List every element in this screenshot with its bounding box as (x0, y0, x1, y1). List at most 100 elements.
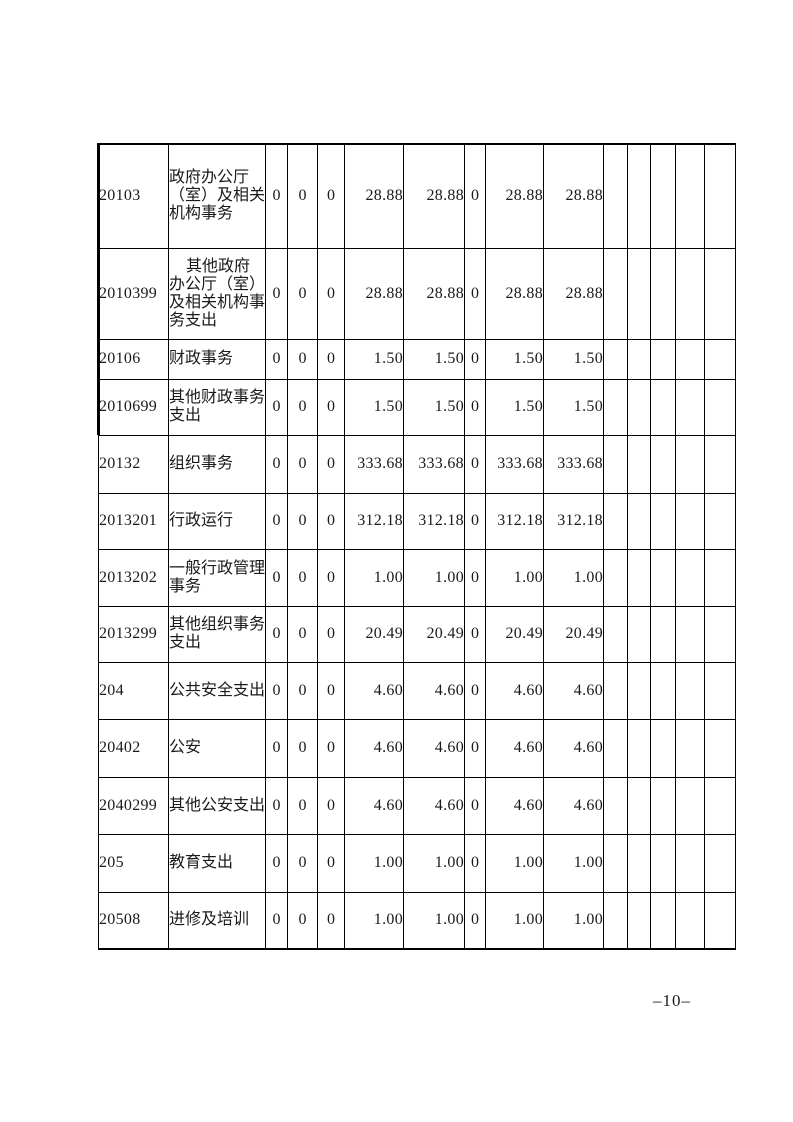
code-cell: 204 (98, 661, 169, 720)
table-row: 2010399 其他政府办公厅（室）及相关机构事务支出 0 0 0 28.88 28.88 0… (98, 247, 736, 340)
description-cell: 其他组织事务支出 (168, 605, 266, 663)
empty-cell (650, 492, 676, 550)
empty-cell (650, 605, 676, 663)
value-cell: 28.88 (543, 143, 604, 249)
empty-cell (603, 605, 628, 663)
empty-cell (704, 378, 736, 436)
zero-cell: 0 (317, 718, 345, 778)
empty-cell (650, 891, 676, 950)
zero-cell: 0 (317, 548, 345, 607)
value-cell: 4.60 (344, 661, 404, 720)
zero-cell: 0 (464, 548, 486, 607)
code-cell: 20132 (98, 434, 169, 494)
zero-cell: 0 (464, 143, 486, 249)
zero-cell: 0 (287, 247, 318, 340)
zero-cell: 0 (317, 891, 345, 950)
zero-cell: 0 (265, 143, 288, 249)
empty-cell (675, 605, 705, 663)
empty-cell (650, 247, 676, 340)
description-cell: 进修及培训 (168, 891, 266, 950)
value-cell: 4.60 (485, 661, 544, 720)
zero-cell: 0 (317, 338, 345, 380)
budget-expenditure-table: 20103 政府办公厅（室）及相关机构事务 0 0 0 28.88 28.88 0 28.88 2… (98, 143, 736, 950)
table-row: 2013201 行政运行 0 0 0 312.18 312.18 0 312.18 312.18 (98, 492, 736, 550)
value-cell: 4.60 (485, 776, 544, 835)
empty-cell (675, 661, 705, 720)
empty-cell (650, 434, 676, 494)
zero-cell: 0 (464, 434, 486, 494)
empty-cell (704, 891, 736, 950)
empty-cell (704, 833, 736, 893)
value-cell: 333.68 (485, 434, 544, 494)
description-cell: 其他财政事务支出 (168, 378, 266, 436)
value-cell: 312.18 (344, 492, 404, 550)
empty-cell (627, 833, 651, 893)
zero-cell: 0 (265, 605, 288, 663)
code-cell: 2010399 (98, 247, 169, 340)
value-cell: 312.18 (543, 492, 604, 550)
value-cell: 1.00 (344, 548, 404, 607)
empty-cell (675, 492, 705, 550)
empty-cell (704, 776, 736, 835)
table-row: 20402 公安 0 0 0 4.60 4.60 0 4.60 4.60 (98, 718, 736, 778)
empty-cell (650, 378, 676, 436)
value-cell: 1.00 (403, 833, 465, 893)
code-cell: 205 (98, 833, 169, 893)
value-cell: 1.50 (403, 378, 465, 436)
empty-cell (603, 247, 628, 340)
zero-cell: 0 (287, 833, 318, 893)
value-cell: 312.18 (403, 492, 465, 550)
empty-cell (650, 338, 676, 380)
table-row: 20103 政府办公厅（室）及相关机构事务 0 0 0 28.88 28.88 0 28.88 2… (98, 143, 736, 249)
code-cell: 2010699 (98, 378, 169, 436)
value-cell: 1.00 (403, 548, 465, 607)
zero-cell: 0 (464, 605, 486, 663)
value-cell: 20.49 (403, 605, 465, 663)
empty-cell (627, 338, 651, 380)
zero-cell: 0 (317, 143, 345, 249)
code-cell: 20508 (98, 891, 169, 950)
zero-cell: 0 (287, 548, 318, 607)
value-cell: 1.00 (485, 891, 544, 950)
empty-cell (704, 492, 736, 550)
table-row: 20132 组织事务 0 0 0 333.68 333.68 0 333.68 333.68 (98, 434, 736, 494)
code-cell: 2040299 (98, 776, 169, 835)
empty-cell (675, 378, 705, 436)
value-cell: 1.00 (344, 833, 404, 893)
empty-cell (627, 605, 651, 663)
empty-cell (675, 338, 705, 380)
zero-cell: 0 (464, 338, 486, 380)
value-cell: 333.68 (543, 434, 604, 494)
zero-cell: 0 (464, 833, 486, 893)
empty-cell (704, 434, 736, 494)
description-cell: 其他政府办公厅（室）及相关机构事务支出 (168, 247, 266, 340)
value-cell: 28.88 (485, 143, 544, 249)
empty-cell (704, 143, 736, 249)
empty-cell (627, 434, 651, 494)
zero-cell: 0 (287, 776, 318, 835)
table-row: 2010699 其他财政事务支出 0 0 0 1.50 1.50 0 1.50 1.50 (98, 378, 736, 436)
empty-cell (627, 492, 651, 550)
empty-cell (650, 833, 676, 893)
empty-cell (627, 247, 651, 340)
value-cell: 1.50 (543, 338, 604, 380)
empty-cell (603, 378, 628, 436)
empty-cell (603, 891, 628, 950)
description-cell: 其他公安支出 (168, 776, 266, 835)
empty-cell (704, 548, 736, 607)
zero-cell: 0 (265, 661, 288, 720)
empty-cell (627, 776, 651, 835)
empty-cell (704, 247, 736, 340)
zero-cell: 0 (464, 891, 486, 950)
empty-cell (675, 833, 705, 893)
zero-cell: 0 (287, 492, 318, 550)
value-cell: 28.88 (543, 247, 604, 340)
empty-cell (603, 492, 628, 550)
zero-cell: 0 (464, 378, 486, 436)
empty-cell (603, 143, 628, 249)
empty-cell (675, 143, 705, 249)
empty-cell (627, 143, 651, 249)
code-cell: 20103 (98, 143, 169, 249)
empty-cell (650, 718, 676, 778)
